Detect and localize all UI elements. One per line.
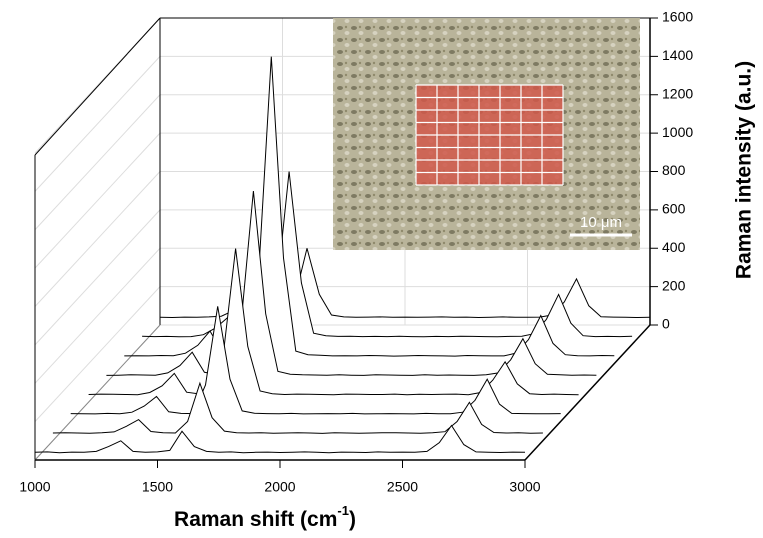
grid-line	[34, 132, 161, 269]
x-tick-label: 1500	[142, 479, 173, 495]
z-tick-label: 1400	[662, 47, 693, 63]
grid-line	[34, 286, 161, 422]
spectrum	[34, 424, 526, 454]
x-axis-title: Raman shift (cm-1)	[174, 503, 356, 530]
z-tick-label: 1200	[662, 85, 693, 101]
x-title-main: Raman shift (cm	[174, 508, 337, 531]
x-tick-label: 2500	[387, 479, 418, 495]
grid-line	[34, 94, 161, 231]
grid-line	[34, 56, 161, 192]
inset-image: 10 μm	[333, 18, 640, 250]
spectra	[34, 56, 651, 454]
grid-line	[34, 247, 161, 384]
z-tick-label: 200	[662, 277, 686, 293]
x-title-sup: -1	[337, 503, 349, 518]
x-tick-label: 3000	[509, 479, 540, 495]
grid-line	[34, 209, 161, 346]
z-tick-label: 800	[662, 162, 686, 178]
scale-bar-label: 10 μm	[580, 214, 622, 231]
spectrum	[88, 248, 579, 396]
spectrum	[52, 381, 543, 434]
z-tick-label: 600	[662, 201, 686, 217]
z-tick-label: 400	[662, 239, 686, 255]
mapping-grid	[415, 84, 564, 186]
grid-line	[34, 171, 161, 307]
x-tick-label: 2000	[264, 479, 295, 495]
spectrum	[106, 190, 597, 376]
z-tick-label: 0	[662, 316, 670, 332]
x-title-end: )	[349, 508, 356, 531]
z-axis-title: Raman intensity (a.u.)	[733, 61, 756, 279]
z-tick-label: 1600	[662, 9, 693, 25]
z-tick-label: 1000	[662, 124, 693, 140]
spectrum	[142, 171, 633, 338]
x-tick-label: 1000	[19, 479, 50, 495]
spectrum	[70, 306, 561, 415]
spectrum	[124, 56, 615, 357]
